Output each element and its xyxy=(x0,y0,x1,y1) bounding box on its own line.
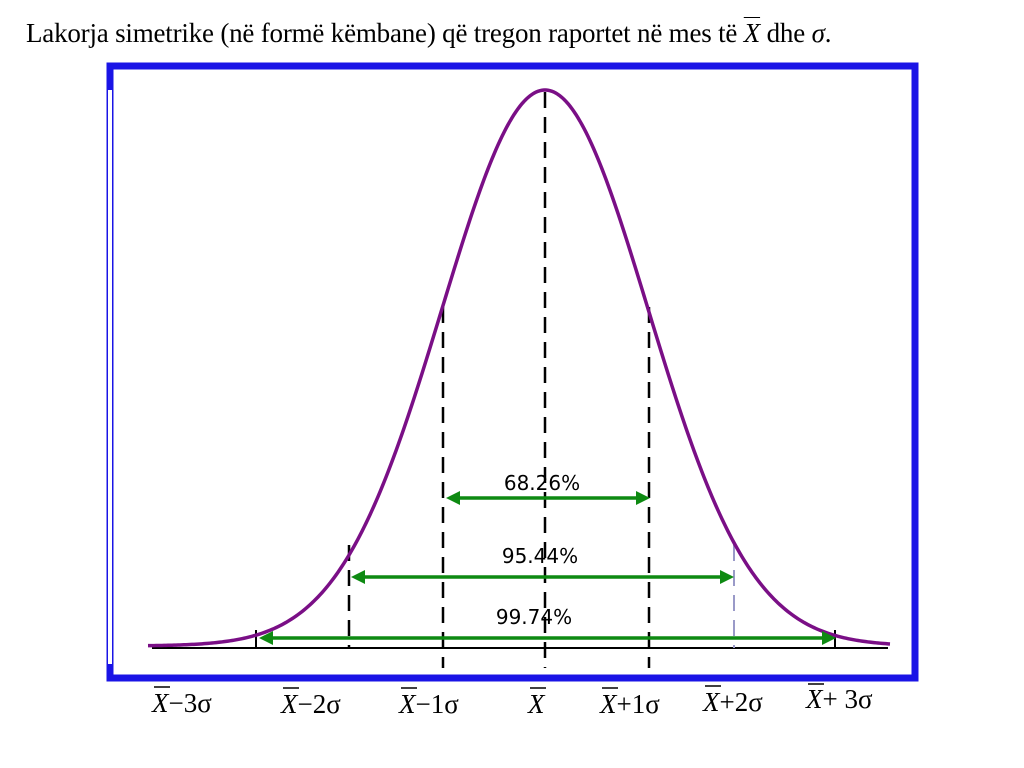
svg-text:X−3σ: X−3σ xyxy=(151,688,212,718)
title-prefix: Lakorja simetrike (në formë këmbane) që … xyxy=(26,18,738,48)
diagram-frame xyxy=(106,62,919,682)
bell-curve xyxy=(147,88,891,648)
arrow-99 xyxy=(259,631,836,645)
axis-label-plus-2-sigma-rest: +2σ xyxy=(720,687,764,717)
svg-text:X+1σ: X+1σ xyxy=(599,689,660,719)
arrow-68 xyxy=(446,491,650,505)
axis-label-plus-3-sigma-rest: + 3σ xyxy=(823,684,873,714)
axis-label-plus-1-sigma: X+1σ xyxy=(599,687,660,719)
axis-label-minus-1-sigma-x: X xyxy=(398,689,417,719)
axis-label-plus-3-sigma-x: X xyxy=(805,684,824,714)
title-middle: dhe xyxy=(766,18,806,48)
page-title: Lakorja simetrike (në formë këmbane) që … xyxy=(26,18,831,49)
label-68-percent: 68.26% xyxy=(504,471,580,495)
svg-text:X−2σ: X−2σ xyxy=(280,689,341,719)
label-95-percent: 95.44% xyxy=(502,544,578,568)
title-suffix: . xyxy=(824,18,832,48)
axis-label-mean: X xyxy=(527,687,546,719)
axis-label-minus-1-sigma: X−1σ xyxy=(398,687,459,719)
axis-label-minus-3-sigma-rest: −3σ xyxy=(169,688,213,718)
svg-text:X+ 3σ: X+ 3σ xyxy=(805,684,873,714)
label-99-percent: 99.74% xyxy=(496,605,572,629)
axis-label-plus-2-sigma: X+2σ xyxy=(702,685,763,717)
svg-text:X−1σ: X−1σ xyxy=(398,689,459,719)
axis-label-plus-2-sigma-x: X xyxy=(702,687,721,717)
axis-label-plus-1-sigma-rest: +1σ xyxy=(617,689,661,719)
axis-label-plus-1-sigma-x: X xyxy=(599,689,618,719)
axis-label-minus-1-sigma-rest: −1σ xyxy=(416,689,460,719)
axis-label-mean-x: X xyxy=(527,689,546,719)
axis-label-minus-2-sigma-rest: −2σ xyxy=(298,689,342,719)
axis-label-minus-3-sigma: X−3σ xyxy=(151,686,212,718)
title-sigma-symbol: σ xyxy=(811,18,825,48)
title-xbar-symbol: X xyxy=(743,18,761,48)
axis-label-minus-2-sigma-x: X xyxy=(280,689,299,719)
axis-label-minus-2-sigma: X−2σ xyxy=(280,687,341,719)
axis-label-plus-3-sigma: X+ 3σ xyxy=(805,683,873,714)
svg-text:X: X xyxy=(527,689,546,719)
axis-label-minus-3-sigma-x: X xyxy=(151,688,170,718)
arrow-95 xyxy=(351,570,734,584)
svg-text:X+2σ: X+2σ xyxy=(702,687,763,717)
